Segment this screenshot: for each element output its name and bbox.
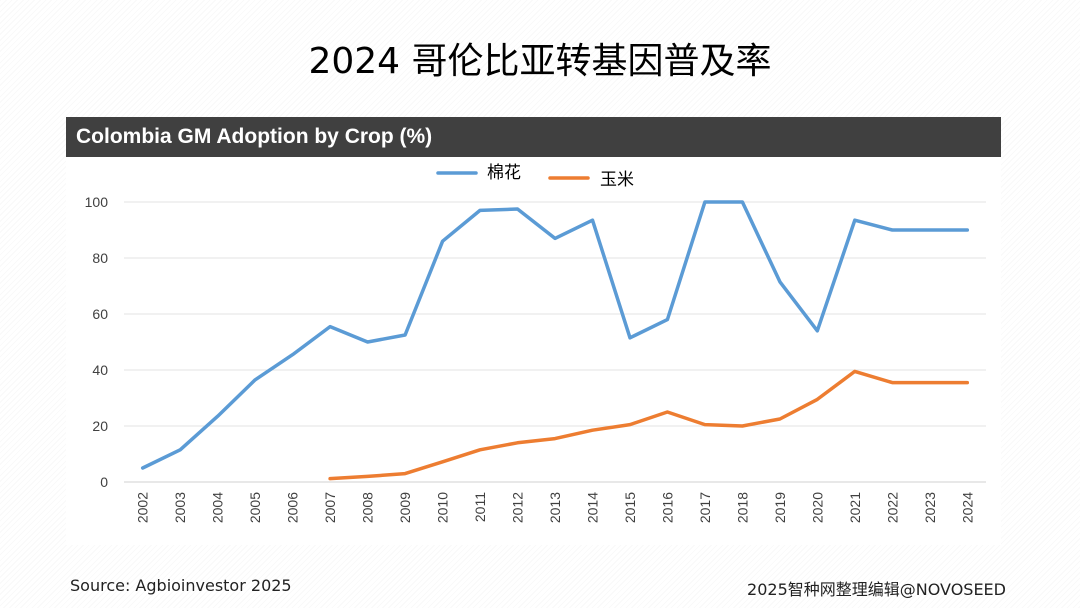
x-tick-label: 2020 <box>809 492 825 523</box>
series-lines <box>140 200 970 481</box>
y-tick-label: 100 <box>85 194 109 210</box>
x-tick-label: 2011 <box>472 492 488 522</box>
legend: 棉花 玉米 <box>436 163 634 190</box>
x-tick-label: 2002 <box>135 492 151 523</box>
x-tick-label: 2009 <box>397 492 413 523</box>
x-tick-label: 2004 <box>210 492 226 523</box>
series-line-1 <box>328 369 970 481</box>
x-tick-label: 2018 <box>734 492 750 523</box>
y-axis-tick-labels: 0 20 40 60 80 100 <box>85 194 109 490</box>
series-line-0 <box>140 200 970 470</box>
x-tick-label: 2008 <box>360 492 376 523</box>
chart-title: Colombia GM Adoption by Crop (%) <box>66 117 1001 157</box>
x-tick-label: 2005 <box>247 492 263 523</box>
credit-note: 2025智种网整理编辑@NOVOSEED <box>747 580 1006 599</box>
x-tick-label: 2012 <box>510 492 526 523</box>
legend-label: 棉花 <box>487 163 521 183</box>
y-tick-label: 80 <box>92 250 108 266</box>
page-title: 2024 哥伦比亚转基因普及率 <box>308 41 772 82</box>
x-tick-label: 2006 <box>285 492 301 523</box>
x-tick-label: 2022 <box>884 492 900 523</box>
x-tick-label: 2019 <box>772 492 788 523</box>
x-tick-label: 2007 <box>322 492 338 523</box>
y-tick-label: 60 <box>92 306 108 322</box>
y-tick-label: 40 <box>92 362 108 378</box>
legend-label: 玉米 <box>600 170 634 190</box>
y-tick-label: 0 <box>100 474 108 490</box>
x-tick-label: 2023 <box>922 492 938 523</box>
x-tick-label: 2014 <box>584 492 600 523</box>
x-tick-label: 2003 <box>172 492 188 523</box>
x-axis-tick-labels: 2002 2003 2004 2005 2006 2007 2008 2009 2010 2011… <box>135 492 976 523</box>
x-tick-label: 2016 <box>659 492 675 523</box>
chart-panel: Colombia GM Adoption by Crop (%) <box>66 117 1001 545</box>
x-tick-label: 2024 <box>959 492 975 523</box>
source-note: Source: Agbioinvestor 2025 <box>70 576 292 595</box>
x-tick-label: 2015 <box>622 492 638 523</box>
x-tick-label: 2010 <box>435 492 451 523</box>
x-tick-label: 2017 <box>697 492 713 523</box>
x-tick-label: 2021 <box>847 492 863 523</box>
x-tick-label: 2013 <box>547 492 563 523</box>
y-tick-label: 20 <box>92 418 108 434</box>
